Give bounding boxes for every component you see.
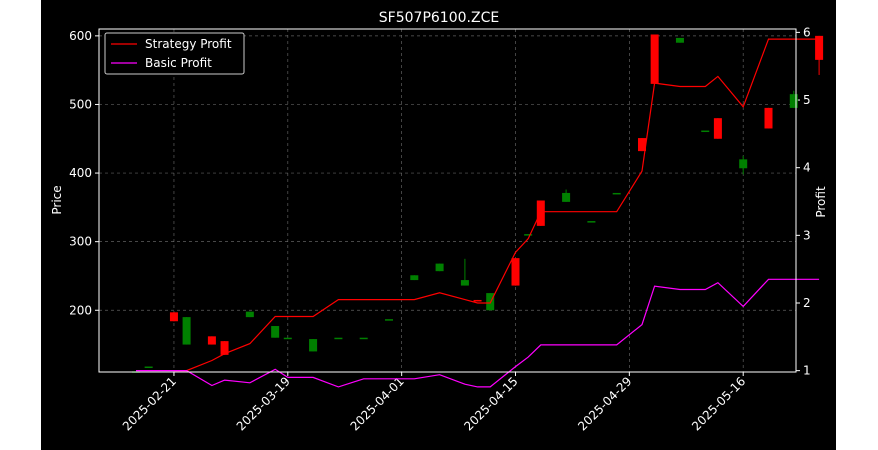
candle-body bbox=[271, 326, 280, 338]
strategy-profit-line bbox=[173, 38, 820, 372]
candle-body bbox=[410, 275, 419, 281]
y-tick-label: 500 bbox=[69, 97, 92, 111]
y-axis-right: 1 2 3 4 5 6 bbox=[796, 25, 811, 378]
candle-body bbox=[612, 192, 621, 195]
y2-tick-label: 6 bbox=[803, 25, 811, 39]
candle-body bbox=[169, 312, 178, 322]
candle-body bbox=[587, 221, 596, 223]
legend-box bbox=[104, 32, 245, 75]
candle-body bbox=[385, 319, 393, 321]
candle-body bbox=[764, 107, 773, 129]
candle-body bbox=[701, 130, 710, 133]
y2-tick-label: 5 bbox=[803, 93, 811, 107]
candle-body bbox=[638, 138, 646, 152]
candle-body bbox=[435, 263, 444, 272]
y2-tick-label: 4 bbox=[803, 161, 811, 175]
candle-body bbox=[739, 159, 748, 169]
candle-body bbox=[650, 34, 659, 84]
y-tick-label: 600 bbox=[69, 29, 92, 43]
legend-basic-label: Basic Profit bbox=[145, 56, 212, 70]
candle-body bbox=[473, 299, 482, 302]
legend: Strategy Profit Basic Profit bbox=[104, 32, 245, 75]
candle-body bbox=[675, 37, 684, 43]
x-axis: 2025-02-21 2025-03-19 2025-04-01 2025-04-15… bbox=[120, 372, 748, 433]
candle-body bbox=[562, 192, 571, 202]
candle-body bbox=[334, 337, 343, 340]
y-axis-label: Price bbox=[50, 185, 64, 214]
candle-body bbox=[460, 280, 469, 286]
x-tick-label: 2025-04-01 bbox=[348, 374, 407, 433]
candle-body bbox=[220, 341, 229, 355]
x-tick-label: 2025-02-21 bbox=[120, 374, 179, 433]
candle-body bbox=[359, 337, 368, 340]
candles bbox=[132, 34, 824, 373]
grid-lines bbox=[99, 29, 796, 372]
y2-tick-label: 1 bbox=[803, 364, 811, 378]
candle-body bbox=[309, 339, 318, 352]
candle-body bbox=[207, 336, 216, 345]
chart-figure: SF507P6100.ZCE 200 300 400 500 600 1 2 3 4 5 6 20… bbox=[41, 0, 836, 450]
x-tick-label: 2025-05-16 bbox=[689, 374, 748, 433]
basic-profit-line bbox=[136, 278, 820, 388]
y-axis-left: 200 300 400 500 600 bbox=[69, 29, 99, 317]
y-tick-label: 200 bbox=[69, 303, 92, 317]
y-tick-label: 400 bbox=[69, 166, 92, 180]
candlestick-chart: SF507P6100.ZCE 200 300 400 500 600 1 2 3 4 5 6 20… bbox=[50, 10, 828, 433]
x-tick-label: 2025-04-29 bbox=[575, 374, 634, 433]
candle-body bbox=[182, 317, 191, 345]
chart-title: SF507P6100.ZCE bbox=[379, 10, 499, 26]
candle-body bbox=[713, 118, 722, 139]
candle-body bbox=[524, 234, 533, 236]
y2-tick-label: 2 bbox=[803, 296, 811, 310]
plot-frame bbox=[98, 28, 797, 373]
x-tick-label: 2025-04-15 bbox=[461, 374, 520, 433]
y2-axis-label: Profit bbox=[814, 186, 828, 218]
x-tick-label: 2025-03-19 bbox=[234, 374, 293, 433]
candle-body bbox=[511, 258, 520, 286]
candle-body bbox=[245, 311, 254, 318]
candle-body bbox=[789, 94, 798, 108]
candle-body bbox=[815, 35, 824, 60]
candle-body bbox=[536, 200, 545, 226]
profit-lines bbox=[136, 38, 820, 388]
plot-area bbox=[99, 29, 796, 372]
y-tick-label: 300 bbox=[69, 235, 92, 249]
candle-body bbox=[144, 366, 153, 369]
y2-tick-label: 3 bbox=[803, 228, 811, 242]
legend-strategy-label: Strategy Profit bbox=[145, 37, 232, 51]
candle-body bbox=[283, 337, 292, 340]
